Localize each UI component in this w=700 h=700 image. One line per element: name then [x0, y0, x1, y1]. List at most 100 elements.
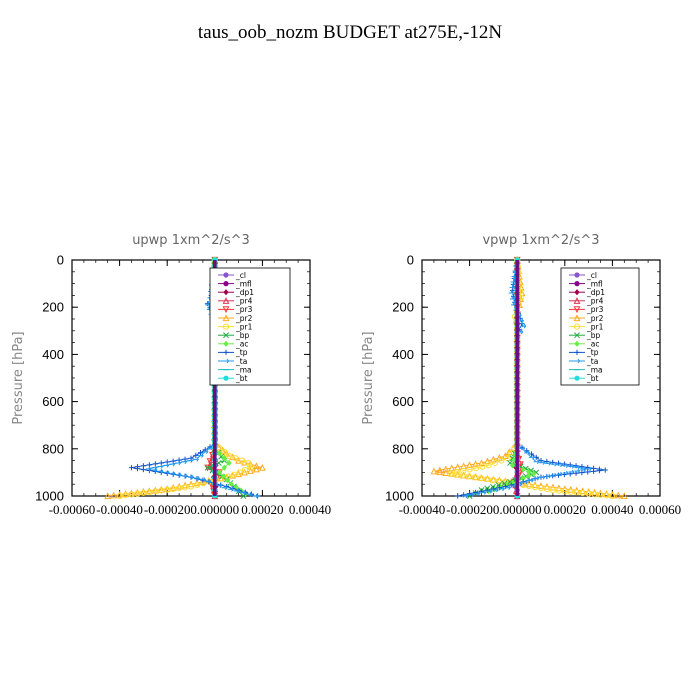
data-point [116, 492, 123, 500]
data-point [220, 473, 227, 480]
data-point [549, 487, 557, 494]
data-point [520, 466, 526, 473]
data-point [537, 484, 545, 492]
legend-swatch-marker [223, 349, 229, 355]
data-point [603, 490, 610, 497]
data-point [590, 468, 597, 474]
x-tick-label: 0.00040 [591, 502, 633, 517]
legend-swatch-marker [222, 314, 230, 322]
series-line_bp [469, 260, 538, 497]
data-point [509, 479, 516, 487]
data-point [238, 457, 245, 464]
data-point [568, 464, 575, 469]
data-point [466, 461, 474, 469]
data-point [508, 290, 515, 296]
data-point [122, 492, 129, 499]
data-point [164, 470, 170, 476]
data-point [574, 468, 581, 474]
data-point [562, 470, 569, 476]
data-point [525, 472, 532, 480]
data-point [226, 459, 232, 467]
legend-swatch-marker [574, 349, 580, 355]
data-point [175, 472, 182, 478]
data-point [573, 489, 580, 496]
legend-swatch-marker [574, 340, 580, 347]
data-point [492, 487, 499, 493]
data-point [491, 459, 499, 467]
data-point [489, 455, 497, 463]
x-tick-label: 0.000000 [190, 502, 239, 517]
data-point [455, 493, 461, 499]
data-point [188, 474, 194, 480]
data-point [528, 451, 535, 457]
y-tick-label: 0 [57, 253, 64, 268]
legend-entry: _ac [586, 340, 599, 349]
legend-swatch-marker [223, 332, 229, 339]
data-point [533, 475, 540, 481]
data-point [205, 479, 212, 484]
data-point [197, 449, 204, 456]
legend-swatch-marker [223, 272, 229, 278]
data-point [525, 468, 532, 475]
y-tick-label: 400 [42, 347, 64, 362]
data-point [454, 463, 462, 471]
data-point [490, 476, 497, 484]
y-axis-label: Pressure [hPa] [361, 331, 376, 424]
legend-swatch-marker [573, 323, 581, 330]
data-point [200, 477, 207, 482]
data-point [465, 473, 472, 480]
data-point [585, 469, 591, 475]
data-point [182, 456, 188, 462]
data-point [436, 466, 444, 474]
data-point [503, 481, 510, 489]
data-point [561, 488, 568, 495]
data-point [181, 459, 188, 465]
y-tick-label: 600 [42, 394, 64, 409]
data-point [157, 468, 164, 474]
data-point [116, 490, 124, 498]
data-point [602, 467, 608, 473]
data-point [448, 464, 456, 472]
data-point [128, 465, 135, 471]
data-point [225, 452, 233, 459]
legend-swatch-marker [223, 289, 229, 296]
legend-swatch-marker [574, 272, 580, 278]
data-point [490, 486, 496, 492]
data-point [110, 491, 118, 499]
data-point [545, 473, 552, 479]
data-point [509, 462, 516, 469]
data-point [151, 486, 159, 494]
chart-panel-2: vpwp 1xm^2/s^3 Pressure [hPa] 0 200 400 600 80… [361, 233, 681, 517]
data-point [151, 467, 158, 473]
legend-entry: _pr1 [235, 322, 253, 331]
data-point [245, 459, 252, 467]
legend-entry: _bp [235, 331, 250, 340]
data-point [505, 485, 511, 491]
data-point [562, 463, 569, 469]
data-point [234, 488, 240, 494]
data-point [447, 470, 454, 477]
legend-swatch-marker [222, 323, 230, 330]
data-point [567, 488, 574, 495]
x-tick-label: -0.00040 [96, 502, 143, 517]
y-tick-label: 600 [392, 394, 414, 409]
data-point [509, 285, 516, 290]
data-point [531, 483, 539, 491]
legend-entry: _pr4 [235, 297, 253, 306]
data-point [579, 470, 585, 476]
data-point [140, 489, 147, 496]
panel-title: upwp 1xm^2/s^3 [132, 233, 250, 248]
data-point [104, 492, 112, 500]
y-tick-label: 400 [392, 347, 414, 362]
legend-entry: _ta [586, 357, 598, 366]
data-point [472, 460, 479, 468]
data-point [139, 488, 147, 495]
data-point [478, 459, 485, 467]
data-point [134, 488, 141, 496]
data-point [163, 463, 170, 468]
data-point [204, 464, 212, 472]
y-tick-label: 200 [392, 300, 414, 315]
data-point [253, 462, 260, 470]
data-point [531, 470, 537, 477]
